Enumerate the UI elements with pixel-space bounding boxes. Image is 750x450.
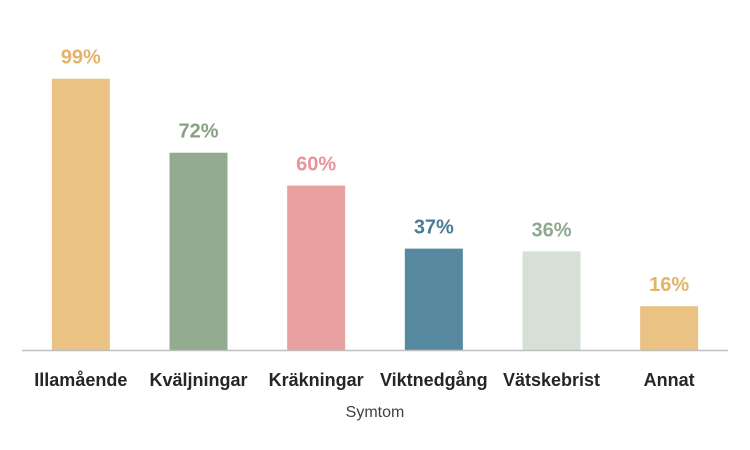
value-label-3: 60% <box>296 154 336 176</box>
value-label-6: 16% <box>649 274 689 296</box>
bar-5 <box>522 251 581 350</box>
bar-2 <box>169 152 228 350</box>
category-labels-group: Illamående Kväljningar Kräkningar Viktnedgå… <box>34 370 694 390</box>
bar-6 <box>640 306 699 350</box>
bars-group <box>51 78 699 351</box>
bar-3 <box>287 185 346 350</box>
bar-1 <box>51 78 110 351</box>
value-label-2: 72% <box>178 121 218 143</box>
x-axis-title: Symtom <box>346 404 405 421</box>
category-label-2: Kväljningar <box>149 370 247 390</box>
category-label-5: Vätskebrist <box>503 370 600 390</box>
category-label-3: Kräkningar <box>269 370 364 390</box>
value-label-4: 37% <box>414 217 454 239</box>
bar-4 <box>404 248 463 350</box>
category-label-6: Annat <box>644 370 695 390</box>
category-label-4: Viktnedgång <box>380 370 488 390</box>
value-label-5: 36% <box>531 219 571 241</box>
value-labels-group: 99% 72% 60% 37% 36% 16% <box>61 47 690 296</box>
value-label-1: 99% <box>61 47 101 69</box>
category-label-1: Illamående <box>34 370 127 390</box>
